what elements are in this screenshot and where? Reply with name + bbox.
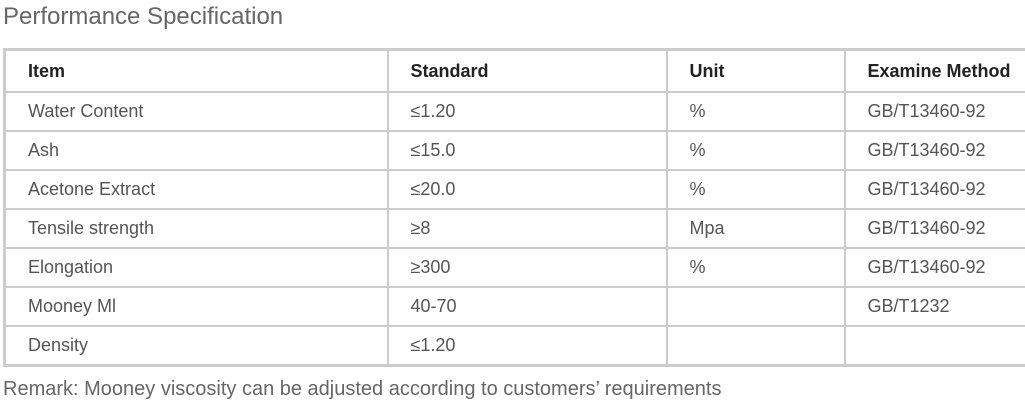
cell-unit: % (665, 169, 846, 210)
table-row: Ash ≤15.0% GB/T13460-92 (3, 130, 1025, 171)
table-row: Tensile strength ≥8 Mpa GB/T13460-92 (3, 208, 1025, 249)
cell-unit (665, 286, 846, 327)
cell-method: GB/T13460-92 (843, 247, 1025, 288)
cell-standard: ≤15.0 (386, 130, 668, 171)
cell-item: Mooney Ml (3, 286, 389, 327)
section-title: Performance Specification (3, 3, 284, 30)
remark-text: Remark: Mooney viscosity can be adjusted… (3, 378, 722, 400)
cell-method: GB/T13460-92 (843, 130, 1025, 171)
cell-standard: ≥8 (386, 208, 668, 249)
cell-method: GB/T1232 (843, 286, 1025, 327)
cell-standard: ≤20.0 (386, 169, 668, 210)
cell-item: Elongation (3, 247, 389, 288)
cell-method: GB/T13460-92 (843, 91, 1025, 132)
header-item: Item (3, 48, 389, 93)
cell-unit: % (665, 91, 846, 132)
header-standard: Standard (386, 48, 668, 93)
cell-unit: % (665, 130, 846, 171)
cell-standard: ≤1.20 (386, 91, 668, 132)
table-header-row: Item Standard Unit Examine Method (3, 48, 1025, 93)
cell-unit: Mpa (665, 208, 846, 249)
cell-standard: ≤1.20 (386, 325, 668, 367)
table-row: Density ≤1.20 (3, 325, 1025, 367)
spec-table: Item Standard Unit Examine Method Water … (3, 48, 1025, 367)
cell-unit (665, 325, 846, 367)
cell-item: Tensile strength (3, 208, 389, 249)
table-row: Mooney Ml 40-70 GB/T1232 (3, 286, 1025, 327)
cell-item: Ash (3, 130, 389, 171)
header-method: Examine Method (843, 48, 1025, 93)
cell-method: GB/T13460-92 (843, 208, 1025, 249)
cell-item: Acetone Extract (3, 169, 389, 210)
table-row: Water Content ≤1.20% GB/T13460-92 (3, 91, 1025, 132)
cell-item: Density (3, 325, 389, 367)
cell-item: Water Content (3, 91, 389, 132)
cell-standard: 40-70 (386, 286, 668, 327)
table-row: Acetone Extract ≤20.0% GB/T13460-92 (3, 169, 1025, 210)
cell-standard: ≥300 (386, 247, 668, 288)
cell-unit: % (665, 247, 846, 288)
header-unit: Unit (665, 48, 846, 93)
cell-method (843, 325, 1025, 367)
cell-method: GB/T13460-92 (843, 169, 1025, 210)
table-row: Elongation ≥300% GB/T13460-92 (3, 247, 1025, 288)
